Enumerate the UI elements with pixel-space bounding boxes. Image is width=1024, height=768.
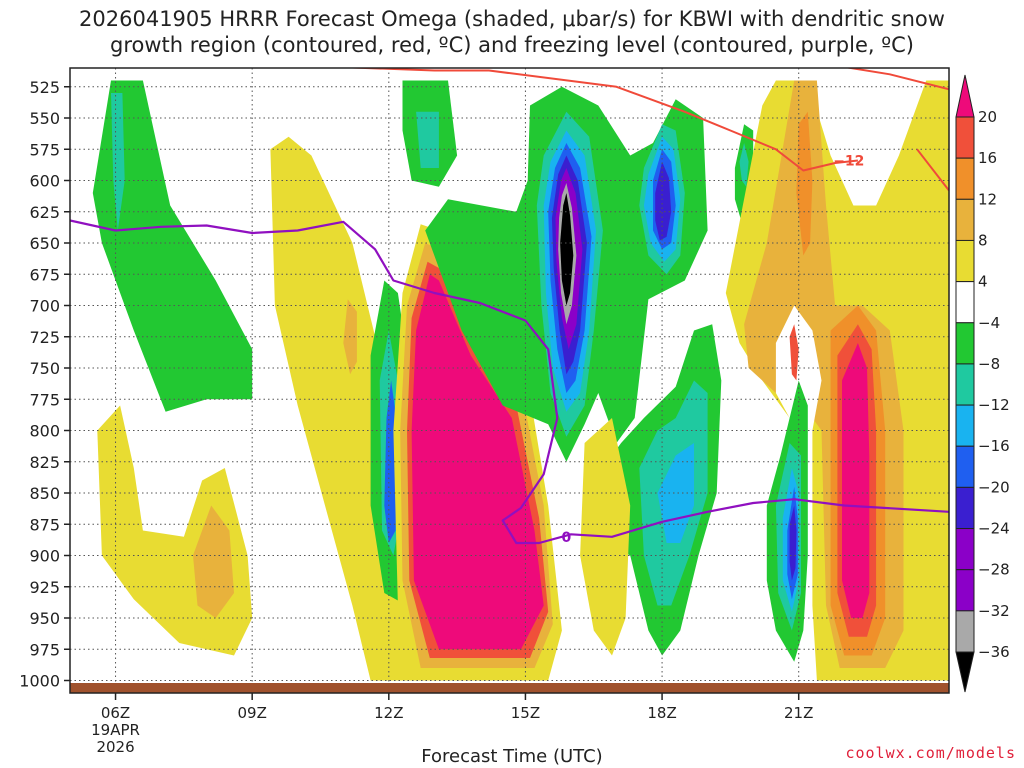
colorbar-segment <box>955 569 975 612</box>
y-tick-label: 850 <box>29 484 60 503</box>
y-tick-label: 925 <box>29 578 60 597</box>
shade-dblue-column-18z <box>655 161 672 241</box>
contour-label: −12 <box>833 154 864 170</box>
freezing-level-contour <box>70 219 949 545</box>
y-tick-label: 800 <box>29 422 60 441</box>
credit-text: coolwx.com/models <box>845 744 1016 762</box>
y-axis: 525 550 575 600 625 650 675 700 725 750 775 800 825 8… <box>19 78 70 691</box>
colorbar-top-arrow <box>955 74 975 118</box>
colorbar-label: 16 <box>978 149 997 167</box>
snow-growth-contour <box>338 68 859 172</box>
colorbar-label: 20 <box>978 108 997 126</box>
contour-label: 0 <box>562 530 572 546</box>
y-tick-label: 875 <box>29 515 60 534</box>
shade-magenta-low-right <box>842 343 870 618</box>
colorbar-label: −12 <box>978 396 1010 414</box>
colorbar-segment <box>955 486 975 530</box>
shade-teal-column-mid <box>416 111 439 168</box>
colorbar-label: −32 <box>978 602 1010 620</box>
shade-red-small-right <box>789 324 799 381</box>
colorbar-label: 4 <box>978 273 988 291</box>
snow-growth-contour-upper <box>844 68 949 91</box>
colorbar-segment <box>955 610 975 653</box>
shade-orange-blob-low <box>193 505 234 618</box>
colorbar-segment <box>955 281 975 324</box>
colorbar-label: −28 <box>978 561 1010 579</box>
colorbar-segment <box>955 157 975 200</box>
y-tick-label: 950 <box>29 609 60 628</box>
title-line-2: growth region (contoured, red, ºC) and f… <box>110 33 914 57</box>
colorbar-label: −36 <box>978 643 1010 661</box>
y-tick-label: 625 <box>29 203 60 222</box>
y-tick-label: 1000 <box>19 672 60 691</box>
y-tick-label: 975 <box>29 640 60 659</box>
ground-strip <box>70 683 949 693</box>
colorbar-label: −8 <box>978 355 1000 373</box>
y-tick-label: 525 <box>29 78 60 97</box>
snow-growth-contour-right <box>916 148 949 192</box>
y-tick-label: 775 <box>29 390 60 409</box>
x-tick-label: 06Z <box>101 704 130 722</box>
x-tick-date: 19APR <box>91 721 140 739</box>
y-tick-label: 725 <box>29 328 60 347</box>
y-tick-label: 650 <box>29 234 60 253</box>
y-tick-label: 900 <box>29 547 60 566</box>
contour-lines <box>70 68 949 545</box>
title-line-1: 2026041905 HRRR Forecast Omega (shaded, … <box>79 7 945 31</box>
colorbar-label: 12 <box>978 190 997 208</box>
y-tick-label: 675 <box>29 265 60 284</box>
colorbar-label: −24 <box>978 520 1010 538</box>
colorbar-segment <box>955 404 975 447</box>
y-tick-label: 700 <box>29 297 60 316</box>
colorbar-segment <box>955 363 975 406</box>
shade-teal-small-20z <box>739 143 749 187</box>
colorbar-label: 8 <box>978 231 988 249</box>
colorbar-segment <box>955 239 975 283</box>
x-tick-label: 09Z <box>237 704 266 722</box>
plot-border <box>69 67 950 694</box>
y-tick-label: 750 <box>29 359 60 378</box>
colorbar-segment <box>955 528 975 571</box>
chart-title: 2026041905 HRRR Forecast Omega (shaded, … <box>0 6 1024 58</box>
x-tick-label: 18Z <box>647 704 676 722</box>
shade-black-column-15z <box>560 193 574 306</box>
x-tick-label: 21Z <box>784 704 813 722</box>
y-tick-label: 575 <box>29 140 60 159</box>
shade-lblue-band-17z <box>657 443 694 543</box>
y-tick-label: 600 <box>29 172 60 191</box>
shade-green-strip-left <box>111 93 125 231</box>
shade-white-hole-right <box>775 305 822 431</box>
x-tick-year: 2026 <box>96 738 134 756</box>
colorbar-label: −16 <box>978 437 1010 455</box>
x-axis-label: Forecast Time (UTC) <box>421 746 603 767</box>
colorbar-segment <box>955 198 975 241</box>
colorbar-label: −4 <box>978 314 1000 332</box>
x-tick-label: 15Z <box>511 704 540 722</box>
colorbar-segment <box>955 116 975 159</box>
colorbar: 20 16 12 8 4 −4 −8 −12 −16 −20 −24 −28 −32 −36 <box>955 74 1010 693</box>
contour-labels: −12 0 <box>562 154 865 546</box>
y-tick-label: 550 <box>29 109 60 128</box>
shade-green-column-early <box>92 80 253 412</box>
colorbar-segment <box>955 322 975 365</box>
colorbar-bottom-arrow <box>955 651 975 693</box>
x-tick-label: 12Z <box>374 704 403 722</box>
y-tick-label: 825 <box>29 453 60 472</box>
colorbar-label: −20 <box>978 478 1010 496</box>
colorbar-segment <box>955 445 975 488</box>
shade-orange-mid-right <box>796 111 813 256</box>
grid-lines <box>70 68 949 693</box>
